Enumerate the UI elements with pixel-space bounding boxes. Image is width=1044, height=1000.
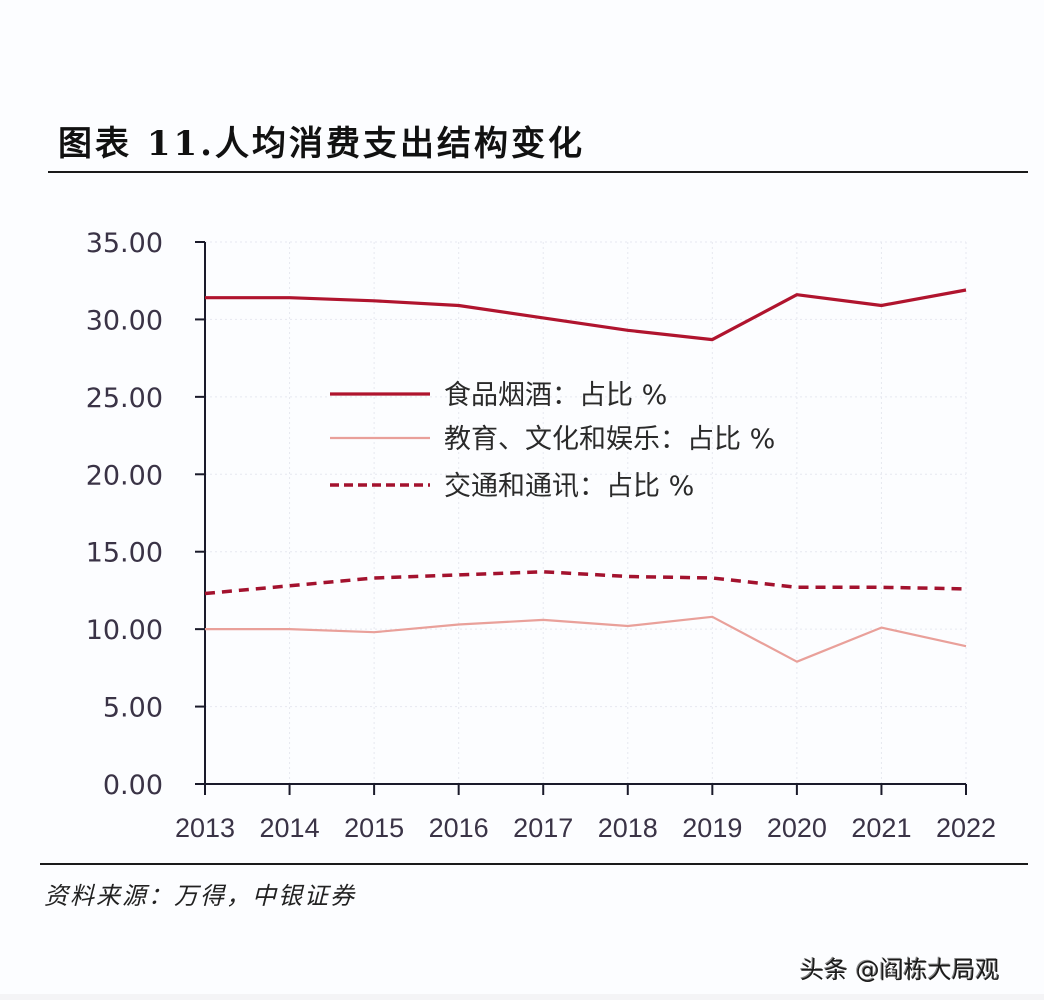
title-divider xyxy=(48,171,1028,173)
y-tick-label: 30.00 xyxy=(86,305,163,336)
y-tick-label: 25.00 xyxy=(86,383,163,414)
series-line-2 xyxy=(204,570,967,596)
y-tick-label: 10.00 xyxy=(86,615,163,646)
series-line-1 xyxy=(205,615,967,663)
legend-label-2: 交通和通讯：占比 % xyxy=(444,471,694,502)
chart-series xyxy=(204,288,967,663)
x-tick-label: 2017 xyxy=(513,813,573,843)
data-source-note: 资料来源：万得，中银证券 xyxy=(44,882,356,910)
legend-label-1: 教育、文化和娱乐：占比 % xyxy=(444,424,775,455)
y-tick-label: 35.00 xyxy=(86,228,163,259)
x-tick-label: 2016 xyxy=(429,813,489,843)
bottom-edge xyxy=(0,994,1044,1000)
x-tick-label: 2014 xyxy=(260,813,320,843)
chart-title: 图表 11.人均消费支出结构变化 xyxy=(58,124,585,164)
y-tick-label: 5.00 xyxy=(103,693,163,724)
chart-gridlines xyxy=(205,241,967,784)
y-tick-label: 0.00 xyxy=(103,770,163,801)
x-tick-label: 2018 xyxy=(598,813,658,843)
x-tick-label: 2021 xyxy=(851,813,911,843)
series-line-0 xyxy=(205,288,967,342)
line-chart: 0.00 5.00 10.00 15.00 20.00 25.00 30.00 35.00 2… xyxy=(86,228,996,843)
x-axis: 2013 2014 2015 2016 2017 2018 2019 2020 2021 2022 xyxy=(175,783,996,843)
legend-label-0: 食品烟酒：占比 % xyxy=(444,380,667,411)
source-divider xyxy=(40,863,1028,865)
x-tick-label: 2019 xyxy=(682,813,742,843)
watermark: 头条 @阎栋大局观 xyxy=(800,956,1000,984)
chart-legend: 食品烟酒：占比 % 教育、文化和娱乐：占比 % 交通和通讯：占比 % xyxy=(330,380,775,502)
x-tick-label: 2013 xyxy=(175,813,235,843)
x-tick-label: 2015 xyxy=(344,813,404,843)
x-tick-label: 2022 xyxy=(936,813,996,843)
y-tick-label: 20.00 xyxy=(86,460,163,491)
y-axis: 0.00 5.00 10.00 15.00 20.00 25.00 30.00 35.00 xyxy=(86,228,206,801)
x-tick-label: 2020 xyxy=(767,813,827,843)
y-tick-label: 15.00 xyxy=(86,538,163,569)
